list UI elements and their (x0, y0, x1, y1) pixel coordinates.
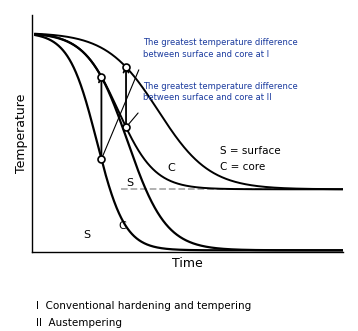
X-axis label: Time: Time (172, 257, 203, 270)
Y-axis label: Temperature: Temperature (15, 94, 28, 173)
Text: I  Conventional hardening and tempering: I Conventional hardening and tempering (36, 301, 251, 311)
Text: S: S (126, 178, 133, 188)
Text: C: C (168, 163, 175, 172)
Text: The greatest temperature difference
between surface and core at II: The greatest temperature difference betw… (143, 82, 298, 102)
Text: S: S (83, 230, 90, 240)
Text: The greatest temperature difference
between surface and core at I: The greatest temperature difference betw… (143, 38, 298, 59)
Text: II  Austempering: II Austempering (36, 318, 122, 328)
Text: S = surface
C = core: S = surface C = core (220, 146, 281, 171)
Text: C: C (118, 221, 126, 231)
